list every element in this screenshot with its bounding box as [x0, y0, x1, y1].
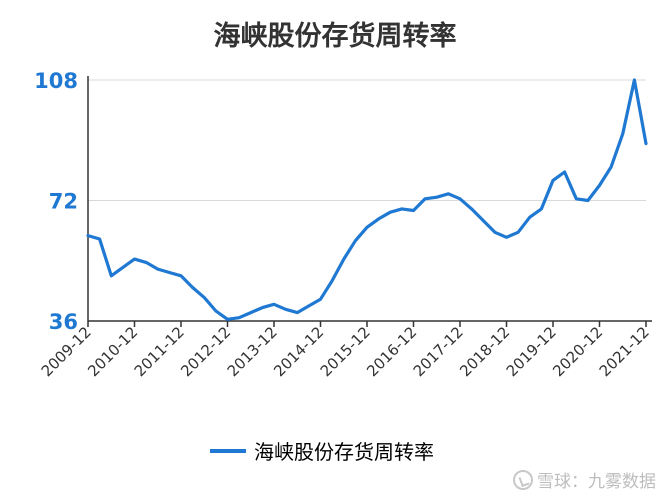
- x-tick-label: 2014-12: [270, 323, 327, 380]
- x-tick-label: 2012-12: [177, 323, 234, 380]
- x-tick-label: 2018-12: [456, 323, 513, 380]
- watermark-text: 雪球：九雾数据: [537, 472, 656, 492]
- legend-label: 海峡股份存货周转率: [254, 440, 434, 464]
- watermark: 雪球：九雾数据: [513, 467, 656, 492]
- x-tick-label: 2016-12: [363, 323, 420, 380]
- legend[interactable]: 海峡股份存货周转率: [210, 436, 434, 465]
- chart-title: 海峡股份存货周转率: [213, 21, 457, 52]
- y-tick-label: 108: [34, 69, 78, 93]
- series-line: [86, 78, 648, 321]
- x-tick-label: 2010-12: [84, 323, 141, 380]
- x-tick-label: 2011-12: [131, 323, 188, 380]
- x-tick-label: 2019-12: [503, 323, 560, 380]
- legend-swatch: [210, 448, 246, 453]
- x-tick-label: 2015-12: [317, 323, 374, 380]
- x-tick-label: 2013-12: [224, 323, 281, 380]
- snowball-logo-icon: [513, 469, 533, 490]
- y-tick-label: 72: [49, 190, 78, 214]
- x-tick-label: 2017-12: [410, 323, 467, 380]
- y-tick-label: 36: [49, 310, 78, 334]
- x-tick-label: 2021-12: [596, 323, 653, 380]
- x-tick-label: 2020-12: [549, 323, 606, 380]
